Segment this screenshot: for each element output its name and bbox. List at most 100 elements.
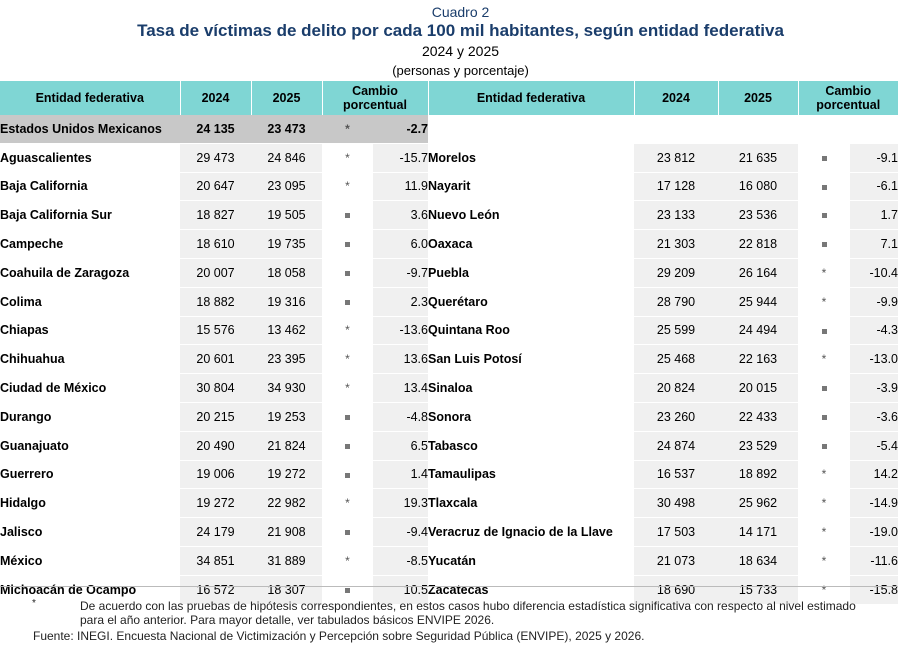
significance-marker xyxy=(798,143,850,173)
no-significance-icon xyxy=(821,328,827,334)
entity-name: Yucatán xyxy=(428,546,634,576)
value-2024: 29 473 xyxy=(180,143,251,173)
table-row: Colima 18 882 19 316 2.3 Querétaro 28 790 25 9… xyxy=(0,287,898,317)
significance-marker: * xyxy=(798,488,850,519)
change-value: 7.1 xyxy=(850,229,898,259)
value-2025: 19 735 xyxy=(251,229,322,259)
value-2025: 22 433 xyxy=(718,402,798,432)
value-2025: 23 095 xyxy=(251,172,322,202)
significance-star-icon: * xyxy=(345,553,350,568)
change-value: 10.5 xyxy=(373,575,428,605)
value-2025: 23 529 xyxy=(718,431,798,461)
entity-name: Querétaro xyxy=(428,287,634,317)
table-row: Jalisco 24 179 21 908 -9.4 Veracruz de Ignac… xyxy=(0,517,898,547)
value-2024: 30 804 xyxy=(180,373,251,403)
significance-marker xyxy=(798,373,850,403)
value-2025: 15 733 xyxy=(718,575,798,605)
change-value: -4.8 xyxy=(373,402,428,432)
significance-marker: * xyxy=(798,575,850,605)
source-note: Fuente: INEGI. Encuesta Nacional de Vict… xyxy=(33,629,644,643)
value-2025: 23 395 xyxy=(251,344,322,375)
significance-marker: * xyxy=(322,488,373,519)
value-2025: 18 634 xyxy=(718,546,798,576)
no-significance-icon xyxy=(345,415,350,421)
significance-marker: * xyxy=(798,258,850,288)
no-significance-icon xyxy=(821,213,827,219)
entity-name: Aguascalientes xyxy=(0,143,180,173)
significance-star-icon: * xyxy=(821,294,827,309)
no-significance-icon xyxy=(345,443,350,449)
col-entity-right: Entidad federativa xyxy=(428,81,635,115)
change-value: -9.9 xyxy=(850,287,898,317)
significance-marker: * xyxy=(798,517,850,547)
entity-name: Durango xyxy=(0,402,180,432)
entity-name: Sonora xyxy=(428,402,634,432)
significance-marker: * xyxy=(322,316,373,346)
change-value: -8.5 xyxy=(373,546,428,576)
significance-marker xyxy=(322,200,373,231)
significance-star-icon: * xyxy=(821,582,827,597)
entity-name: Hidalgo xyxy=(0,488,180,519)
table-row: Chiapas 15 576 13 462 * -13.6 Quintana Roo 25 … xyxy=(0,316,898,346)
entity-name: Chihuahua xyxy=(0,344,180,375)
no-significance-icon xyxy=(821,155,827,161)
change-value: 2.3 xyxy=(373,287,428,317)
value-2025: 24 494 xyxy=(718,316,798,346)
change-value: -2.7 xyxy=(373,115,428,144)
significance-star-icon: * xyxy=(821,352,827,367)
value-2024: 25 468 xyxy=(634,344,718,375)
change-value: -19.0 xyxy=(850,517,898,547)
source-label: Fuente: xyxy=(33,629,74,643)
entity-name: Tabasco xyxy=(428,431,634,461)
significance-marker: * xyxy=(798,287,850,317)
significance-marker xyxy=(322,460,373,490)
value-2024: 16 572 xyxy=(180,575,251,605)
significance-star-icon: * xyxy=(821,467,827,482)
value-2024: 25 599 xyxy=(634,316,718,346)
change-value: -6.1 xyxy=(850,172,898,202)
table-row: Ciudad de México 30 804 34 930 * 13.4 Sinaloa… xyxy=(0,373,898,403)
change-value: -9.7 xyxy=(373,258,428,288)
value-2024: 23 812 xyxy=(634,143,718,173)
no-significance-icon xyxy=(821,443,827,449)
change-value: -13.6 xyxy=(373,316,428,346)
col-2024-right: 2024 xyxy=(634,81,719,115)
entity-name: Sinaloa xyxy=(428,373,634,403)
change-value: 1.4 xyxy=(373,460,428,490)
significance-marker xyxy=(322,402,373,432)
entity-name: Morelos xyxy=(428,143,634,173)
value-2024: 21 073 xyxy=(634,546,718,576)
value-2025: 19 505 xyxy=(251,200,322,231)
change-value: -10.4 xyxy=(850,258,898,288)
value-2025: 26 164 xyxy=(718,258,798,288)
entity-name: Jalisco xyxy=(0,517,180,547)
note-asterisk: * xyxy=(32,598,36,609)
change-value: -5.4 xyxy=(850,431,898,461)
value-2024: 24 179 xyxy=(180,517,251,547)
value-2025: 21 635 xyxy=(718,143,798,173)
change-value: -4.3 xyxy=(850,316,898,346)
value-2025: 31 889 xyxy=(251,546,322,576)
value-2025: 16 080 xyxy=(718,172,798,202)
table-row: Durango 20 215 19 253 -4.8 Sonora 23 260 22 43… xyxy=(0,402,898,432)
entity-name: Baja California xyxy=(0,172,180,202)
entity-name: Guanajuato xyxy=(0,431,180,461)
value-2025: 21 908 xyxy=(251,517,322,547)
value-2024: 17 503 xyxy=(634,517,718,547)
change-value: 3.6 xyxy=(373,200,428,231)
table-row: Guerrero 19 006 19 272 1.4 Tamaulipas 16 537 1… xyxy=(0,460,898,490)
significance-marker xyxy=(322,287,373,317)
no-significance-icon xyxy=(345,587,350,593)
entity-name: Veracruz de Ignacio de la Llave xyxy=(428,517,634,547)
entity-name: Chiapas xyxy=(0,316,180,346)
entity-name: San Luis Potosí xyxy=(428,344,634,375)
col-2025-right: 2025 xyxy=(718,81,799,115)
value-2025: 23 536 xyxy=(718,200,798,231)
value-2024: 20 007 xyxy=(180,258,251,288)
value-2025: 19 316 xyxy=(251,287,322,317)
entity-name: Nayarit xyxy=(428,172,634,202)
value-2024: 20 601 xyxy=(180,344,251,375)
source-text: INEGI. Encuesta Nacional de Victimizació… xyxy=(77,629,645,643)
value-2024: 16 537 xyxy=(634,460,718,490)
significance-marker xyxy=(798,431,850,461)
